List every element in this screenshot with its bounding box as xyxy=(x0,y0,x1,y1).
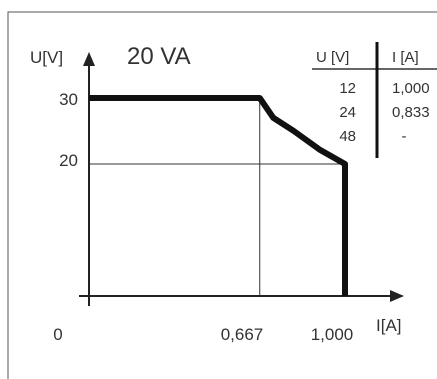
chart-title: 20 VA xyxy=(127,43,191,70)
table-cell-u-48: 48 xyxy=(339,128,356,145)
table-cell-i-0833: 0,833 xyxy=(392,104,430,121)
panel-frame xyxy=(7,11,437,379)
table-cell-u-12: 12 xyxy=(339,80,356,97)
y-tick-label-20: 20 xyxy=(59,151,78,170)
table-cell-u-24: 24 xyxy=(339,104,356,121)
guide-lines xyxy=(89,98,345,296)
x-tick-label-0667: 0,667 xyxy=(221,325,264,344)
y-tick-label-30: 30 xyxy=(59,90,78,109)
x-axis-arrowhead xyxy=(390,290,404,302)
x-tick-label-0: 0 xyxy=(53,325,62,344)
series-line-0 xyxy=(89,95,348,296)
data-table: U [V] I [A] 12 1,000 24 0,833 48 - xyxy=(312,42,437,158)
table-cell-i-1000: 1,000 xyxy=(392,80,430,97)
x-tick-label-1000: 1,000 xyxy=(311,325,354,344)
axes xyxy=(79,52,404,306)
y-axis-arrowhead xyxy=(83,52,95,66)
table-header-i: I [A] xyxy=(392,49,419,66)
x-axis-label: I[A] xyxy=(376,316,402,335)
table-cell-i-none: - xyxy=(402,128,407,145)
series-layer xyxy=(89,95,348,296)
y-axis-label: U[V] xyxy=(30,48,63,67)
table-header-u: U [V] xyxy=(316,49,349,66)
